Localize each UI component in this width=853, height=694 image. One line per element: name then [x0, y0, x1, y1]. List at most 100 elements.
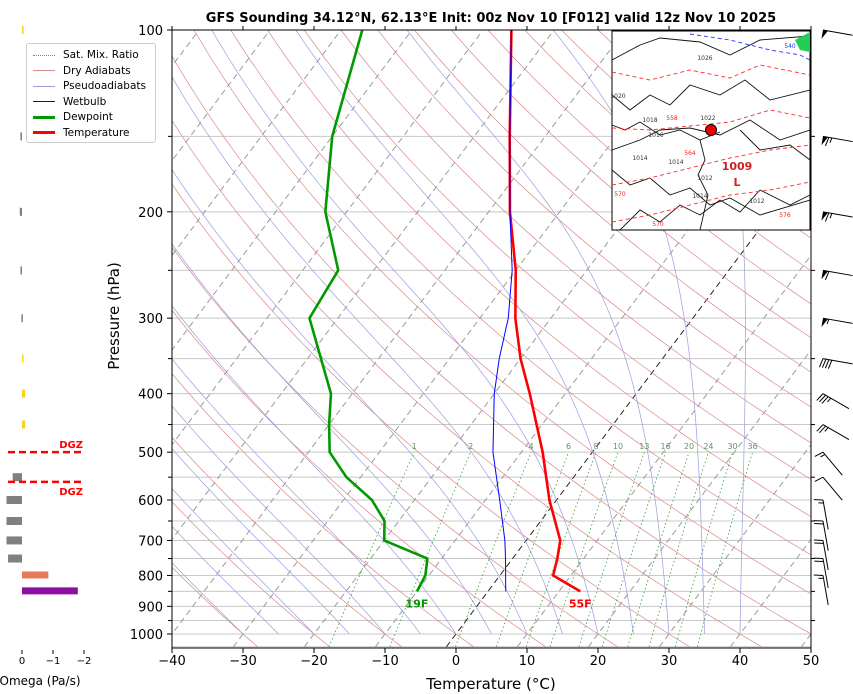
isotherm — [588, 349, 811, 648]
isotherm — [730, 538, 811, 648]
mixing-ratio-line — [648, 452, 709, 647]
legend-entry: Dry Adiabats — [33, 64, 131, 78]
omega-bar — [22, 587, 78, 595]
pseudoadiabat — [552, 30, 705, 635]
mixing-ratio-label: 36 — [747, 442, 757, 451]
wind-barb — [821, 317, 853, 328]
map-label: 540 — [784, 43, 796, 50]
wind-barb — [814, 451, 843, 476]
wind-barb-staff — [822, 558, 829, 589]
x-tick-label: −10 — [371, 654, 398, 669]
map-label: 570 — [652, 221, 664, 228]
pseudoadiabat — [172, 243, 492, 635]
y-tick-label: 200 — [138, 206, 163, 221]
map-label: 1014 — [668, 159, 683, 166]
series-temperature — [508, 30, 581, 593]
dry-adiabat — [230, 30, 811, 556]
mixing-ratio-line — [697, 452, 753, 647]
dry-adiabat — [414, 30, 811, 373]
omega-bar — [20, 266, 22, 275]
legend-swatch — [33, 101, 55, 102]
map-label: 576 — [779, 212, 791, 219]
legend-swatch — [33, 70, 55, 71]
dgz-bottom-label: DGZ — [59, 487, 83, 498]
legend-entry: Sat. Mix. Ratio — [33, 48, 139, 62]
inset-map — [611, 30, 811, 231]
legend-entry: Temperature — [33, 126, 130, 140]
wind-barb-staff — [822, 317, 853, 324]
pseudoadiabat — [172, 488, 315, 635]
omega-bar — [22, 571, 49, 579]
wind-barb — [814, 476, 843, 501]
omega-panel — [6, 26, 85, 654]
wind-barb-full — [827, 359, 833, 369]
pseudoadiabat — [406, 30, 670, 635]
pseudoadiabat — [295, 30, 634, 635]
mixing-ratio-label: 6 — [566, 442, 571, 451]
wind-barb — [821, 269, 853, 281]
chart-title: GFS Sounding 34.12°N, 62.13°E Init: 00z … — [206, 11, 776, 26]
map-label: 1012 — [697, 175, 712, 182]
mixing-ratio-line — [578, 452, 645, 647]
y-tick-label: 800 — [138, 569, 163, 584]
map-coastline — [697, 139, 709, 230]
map-content — [612, 32, 810, 230]
omega-bar — [21, 314, 23, 323]
legend-swatch — [33, 131, 55, 134]
pseudoadiabat — [172, 448, 350, 635]
dry-adiabat — [172, 436, 402, 648]
legend-label: Dry Adiabats — [63, 64, 131, 77]
mixing-ratio-label: 30 — [727, 442, 737, 451]
pseudoadiabat — [172, 76, 563, 635]
isotherm — [446, 159, 811, 648]
omega-bar — [22, 26, 24, 34]
wind-barb — [813, 520, 829, 551]
mixing-ratio-label: 2 — [468, 442, 473, 451]
location-marker — [705, 124, 717, 136]
legend-entry: Dewpoint — [33, 110, 113, 124]
map-height-contour — [612, 64, 810, 81]
dry-adiabat — [340, 30, 811, 444]
wind-barb-staff — [822, 135, 853, 143]
legend-label: Sat. Mix. Ratio — [63, 49, 139, 61]
x-tick-label: −30 — [229, 654, 256, 669]
mixing-ratio-line — [601, 452, 667, 647]
y-tick-label: 1000 — [130, 628, 163, 643]
omega-bar — [19, 207, 22, 216]
mixing-ratio-line — [549, 452, 619, 647]
wind-barb-staff — [822, 520, 829, 551]
pseudoadiabat — [172, 525, 279, 635]
omega-bar — [6, 496, 22, 505]
mixing-ratio-line — [455, 452, 532, 647]
x-tick-label: 40 — [732, 654, 749, 669]
x-tick-label: 10 — [519, 654, 536, 669]
pseudoadiabat — [172, 358, 421, 635]
omega-bar — [8, 554, 22, 563]
legend-label: Temperature — [63, 126, 130, 139]
dry-adiabat — [193, 30, 811, 595]
legend-swatch — [33, 54, 55, 56]
map-coastline — [612, 169, 810, 216]
map-height-contour — [612, 181, 810, 223]
wind-barb — [821, 29, 853, 39]
wind-barb — [813, 499, 829, 530]
x-tick-label: 50 — [803, 654, 820, 669]
wind-barb — [813, 557, 829, 589]
temperature-surface-label: 55F — [569, 597, 592, 610]
series-wetbulb — [492, 30, 513, 592]
wind-barb — [816, 393, 850, 410]
y-tick-label: 100 — [138, 24, 163, 39]
isotherm — [172, 30, 484, 446]
isotherm — [172, 30, 555, 541]
dry-adiabat — [172, 119, 762, 648]
wind-flag — [821, 30, 828, 39]
mixing-ratio-line — [525, 452, 597, 647]
dry-adiabat — [267, 30, 811, 518]
dry-adiabat — [172, 373, 474, 648]
mixing-ratio-line — [389, 452, 471, 647]
map-label: 1014 — [692, 193, 707, 200]
mixing-ratio-line — [495, 452, 569, 647]
wind-barb-staff — [822, 499, 829, 530]
dry-adiabat — [172, 55, 811, 635]
